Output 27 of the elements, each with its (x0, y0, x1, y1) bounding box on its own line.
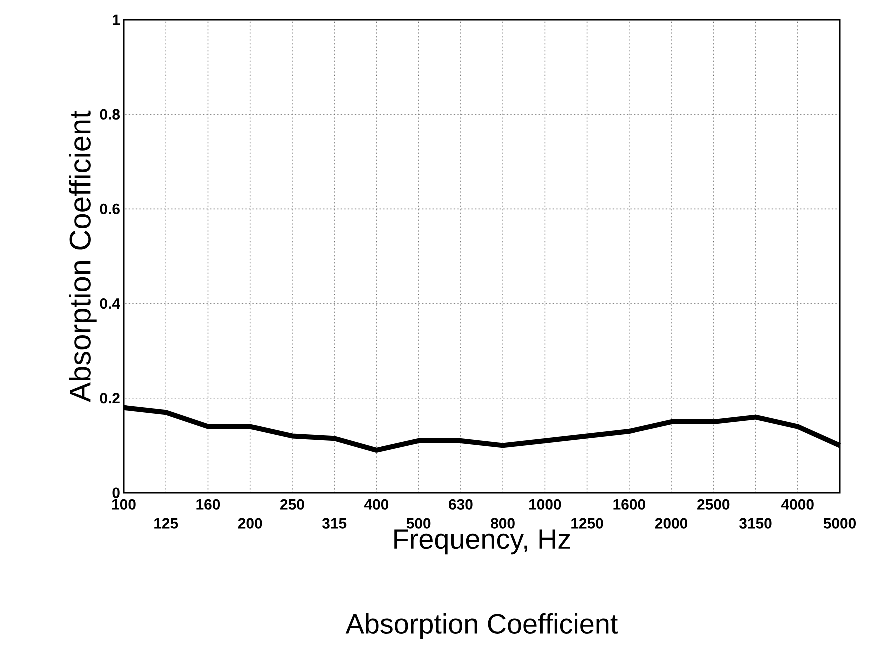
y-tick-label: 0.6 (100, 204, 120, 214)
x-tick-label: 4000 (781, 499, 814, 510)
x-tick-label: 160 (196, 499, 220, 510)
x-tick-label: 100 (112, 499, 136, 510)
x-axis-title: Frequency, Hz (394, 530, 570, 555)
x-tick-label: 1250 (572, 518, 604, 529)
x-tick-label: 2000 (655, 518, 688, 529)
y-tick-label: 0.2 (100, 393, 120, 404)
x-tick-label: 800 (491, 518, 515, 529)
y-tick-label: 0.4 (100, 298, 120, 310)
x-tick-label: 5000 (824, 518, 856, 529)
x-tick-label: 2500 (698, 499, 730, 510)
x-tick-label: 1600 (614, 499, 646, 510)
x-tick-label: 3150 (739, 518, 772, 529)
x-tick-label: 200 (238, 518, 262, 529)
x-tick-label: 315 (322, 518, 347, 529)
y-tick-label: 0.8 (100, 109, 120, 120)
text: Absorption Coefficient (346, 613, 618, 640)
y-axis-title: Absorption Coefficient (69, 110, 97, 402)
x-tick-label: 400 (364, 499, 389, 510)
y-tick-label: 1 (113, 14, 120, 26)
x-tick-label: 630 (449, 499, 473, 510)
x-tick-label: 125 (154, 518, 178, 529)
x-tick-label: 500 (406, 518, 431, 529)
x-tick-label: 250 (280, 499, 304, 510)
y-tick-label: 0 (112, 488, 120, 498)
x-tick-label: 1000 (529, 499, 562, 510)
